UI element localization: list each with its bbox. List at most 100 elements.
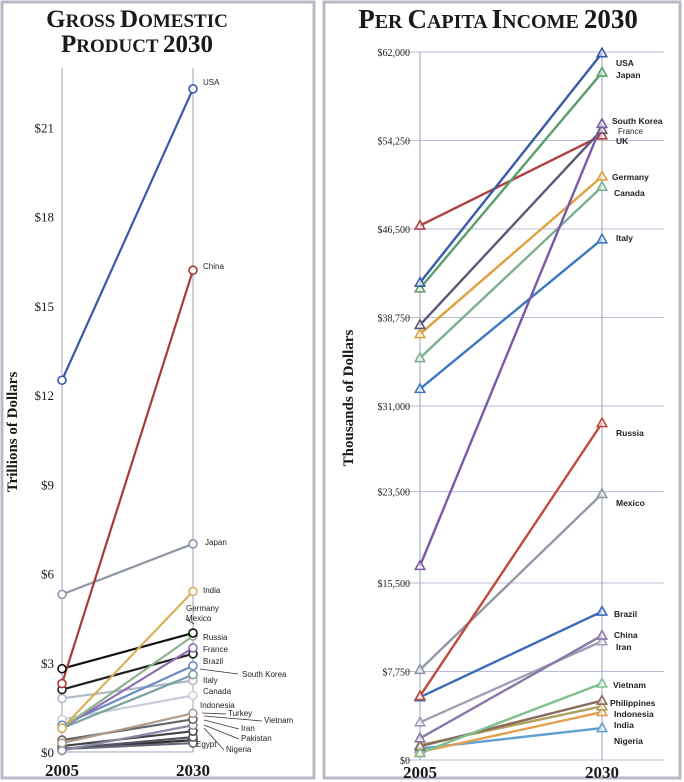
gdp-line-japan (61, 542, 194, 596)
income-line-iran (419, 640, 603, 724)
income-y-tick-label: $23,500 (378, 488, 411, 499)
gdp-series-label-canada: Canada (203, 687, 232, 696)
gdp-y-tick-label: $12 (35, 388, 55, 403)
income-point-iran (413, 715, 427, 727)
income-point-italy (413, 382, 427, 394)
income-y-tick-label: $0 (400, 756, 410, 767)
gdp-point-brazil (188, 660, 198, 671)
gdp-y-tick-label: $9 (41, 477, 54, 492)
gdp-leader-line (201, 712, 227, 715)
income-x-tick-label: 2005 (403, 763, 437, 782)
gdp-point-russia (188, 643, 198, 653)
income-point-china (595, 628, 609, 640)
gdp-line-vietnam (61, 724, 194, 752)
gdp-point-germany (188, 628, 198, 638)
gdp-point-indonesia (57, 738, 67, 748)
income-point-usa (595, 46, 609, 58)
income-series-label-italy: Italy (616, 233, 633, 243)
income-series-label-japan: Japan (616, 70, 641, 80)
gdp-y-tick-label: $15 (35, 299, 55, 314)
income-point-vietnam (595, 676, 609, 688)
income-y-tick-label: $31,000 (378, 402, 411, 413)
gdp-panel: GROSS DOMESTIC PRODUCT 2030 Trillions of… (0, 0, 316, 780)
income-series-label-mexico: Mexico (616, 498, 645, 508)
income-series-label-canada: Canada (614, 188, 645, 198)
income-point-china (413, 731, 427, 743)
income-series-label-india: India (614, 720, 634, 730)
income-line-vietnam (419, 682, 603, 755)
income-point-vietnam (413, 746, 427, 758)
gdp-leader-line (203, 719, 240, 730)
income-series-label-france: France (618, 127, 643, 136)
income-line-china (419, 634, 603, 740)
income-panel: PER CAPITA INCOME 2030 Thousands of Doll… (322, 0, 682, 782)
gdp-point-india (188, 586, 198, 597)
gdp-leader-line (203, 727, 225, 751)
gdp-point-china (188, 265, 198, 276)
gdp-line-china (60, 269, 195, 684)
gdp-series-label-egypt: Egypt (196, 740, 217, 749)
income-line-japan (419, 71, 603, 290)
gdp-line-mexico (61, 635, 194, 730)
gdp-series-label-iran: Iran (241, 724, 255, 733)
gdp-x-tick-label: 2030 (176, 761, 210, 780)
gdp-y-tick-label: $6 (41, 567, 55, 582)
income-point-germany (413, 327, 427, 339)
income-point-japan (413, 281, 427, 293)
income-line-france (419, 128, 603, 326)
income-y-tick-label: $7,750 (383, 668, 411, 679)
income-series-label-russia: Russia (616, 428, 644, 438)
income-plot-area: $0 $7,750 $15,500 $23,500 $31,000 $38,750 $46,… (378, 46, 664, 782)
gdp-point-indonesia (188, 708, 198, 719)
income-series-label-philippines: Philippines (610, 698, 656, 708)
gdp-series-label-vietnam: Vietnam (264, 716, 294, 725)
gdp-line-india (61, 590, 194, 729)
gdp-plot-area: $0 $3 $6 $9 $12 $15 $18 $21 2005 2030 USA China Japa… (35, 68, 294, 780)
income-point-france (413, 318, 427, 330)
income-point-brazil (595, 604, 609, 616)
gdp-line-turkey (61, 718, 194, 742)
gdp-point-germany (57, 663, 67, 674)
income-line-south-korea (418, 123, 604, 567)
income-series-label-uk: UK (616, 136, 629, 146)
income-point-russia (413, 689, 427, 701)
gdp-point-italy (57, 693, 67, 704)
income-series-label-usa: USA (616, 58, 634, 68)
gdp-y-tick-label: $0 (41, 745, 54, 760)
income-point-usa (413, 276, 427, 287)
income-point-iran (595, 634, 609, 646)
income-series-label-germany: Germany (612, 172, 649, 182)
income-line-canada (419, 185, 603, 359)
gdp-series-label-france: France (203, 645, 228, 654)
gdp-series-label-south-korea: South Korea (242, 670, 287, 679)
gdp-series-label-germany: Germany (186, 604, 219, 613)
income-point-philippines (595, 693, 609, 705)
income-point-mexico (413, 663, 427, 675)
gdp-line-russia (61, 646, 194, 730)
gdp-panel-border (0, 0, 316, 780)
income-y-tick-label: $46,500 (378, 225, 411, 236)
gdp-series-label-italy: Italy (203, 676, 218, 685)
gdp-point-south-korea (188, 669, 198, 680)
gdp-point-japan (57, 589, 67, 600)
gdp-series-label-pakistan: Pakistan (241, 734, 272, 743)
gdp-line-germany (61, 631, 194, 670)
gdp-title-line2: PRODUCT 2030 (61, 31, 213, 58)
income-point-indonesia (595, 699, 609, 711)
income-y-tick-label: $38,750 (378, 314, 411, 325)
income-line-germany (419, 175, 603, 335)
gdp-series-label-russia: Russia (203, 633, 228, 642)
income-point-canada (413, 351, 427, 363)
income-point-nigeria (595, 721, 609, 733)
gdp-leader-line (185, 618, 195, 625)
gdp-point-usa (57, 375, 67, 386)
gdp-series-label-mexico: Mexico (186, 614, 212, 623)
gdp-line-south-korea (61, 673, 194, 730)
income-point-uk (595, 128, 609, 140)
income-y-axis-label: Thousands of Dollars (341, 329, 357, 466)
gdp-line-indonesia (61, 712, 194, 745)
income-line-brazil (419, 610, 603, 699)
income-series-label-nigeria: Nigeria (614, 736, 643, 746)
gdp-series-label-china: China (203, 262, 224, 271)
